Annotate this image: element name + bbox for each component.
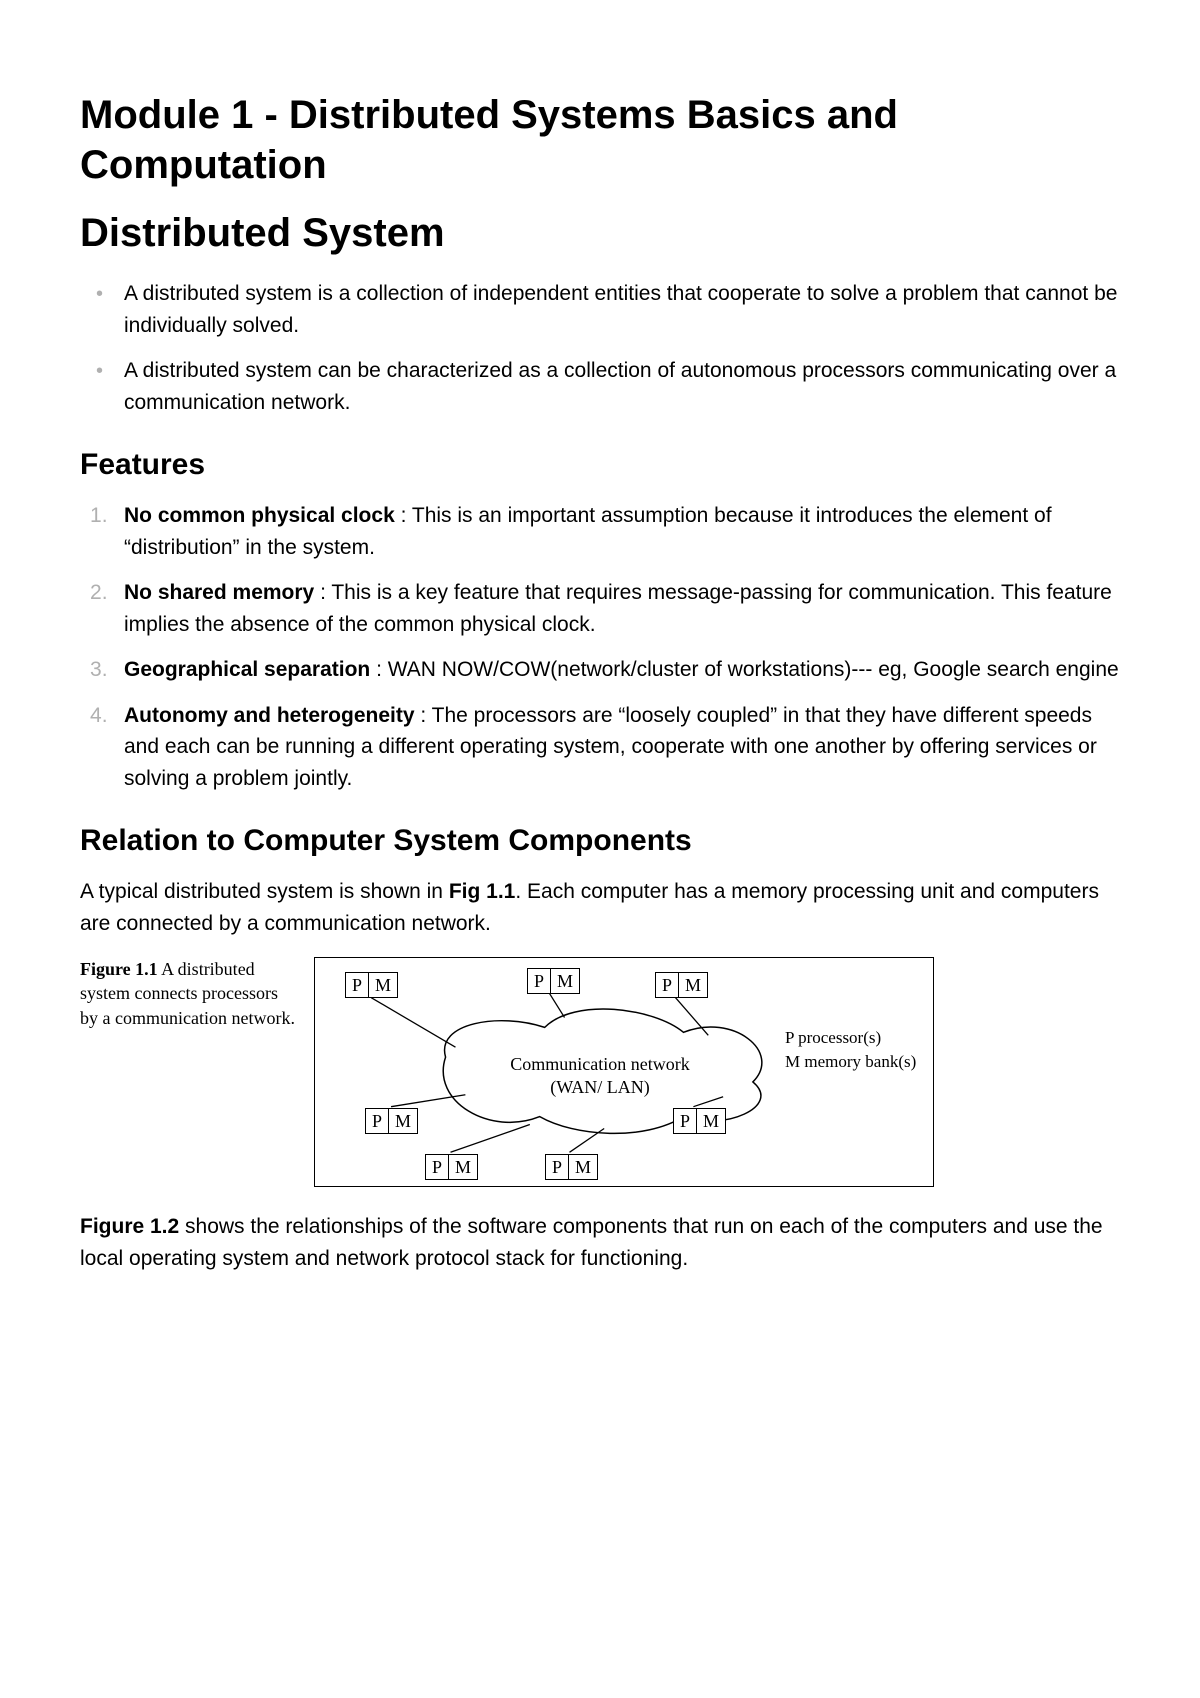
edge-line <box>391 1095 465 1107</box>
pm-node: PM <box>425 1154 478 1180</box>
section-heading-features: Features <box>80 448 1120 482</box>
feature-desc: : WAN NOW/COW(network/cluster of worksta… <box>370 658 1118 681</box>
node-label-p: P <box>656 973 679 997</box>
node-label-p: P <box>366 1109 389 1133</box>
node-label-m: M <box>449 1155 477 1179</box>
document-page: Module 1 - Distributed Systems Basics an… <box>0 0 1200 1352</box>
features-list: No common physical clock : This is an im… <box>80 500 1120 794</box>
feature-term: Autonomy and heterogeneity <box>124 704 415 727</box>
section-heading-distributed-system: Distributed System <box>80 208 1120 258</box>
list-item: No common physical clock : This is an im… <box>118 500 1120 563</box>
cloud-label-line1: Communication network <box>510 1054 689 1074</box>
figure-caption-bold: Figure 1.1 <box>80 959 158 979</box>
figure-diagram: PMPMPMPMPMPMPM Communication network (WA… <box>314 957 934 1187</box>
list-item: Autonomy and heterogeneity : The process… <box>118 700 1120 795</box>
node-label-m: M <box>697 1109 725 1133</box>
figure-1-1: Figure 1.1 A distributed system connects… <box>80 957 1120 1187</box>
list-item: A distributed system is a collection of … <box>118 278 1120 341</box>
legend-p: P processor(s) <box>785 1026 916 1050</box>
node-label-m: M <box>551 969 579 993</box>
pm-node: PM <box>345 972 398 998</box>
node-label-p: P <box>426 1155 449 1179</box>
node-label-m: M <box>389 1109 417 1133</box>
page-title: Module 1 - Distributed Systems Basics an… <box>80 90 1120 190</box>
pm-node: PM <box>655 972 708 998</box>
closing-paragraph: Figure 1.2 shows the relationships of th… <box>80 1211 1120 1274</box>
text-run: A typical distributed system is shown in <box>80 880 449 903</box>
node-label-p: P <box>528 969 551 993</box>
legend-m: M memory bank(s) <box>785 1050 916 1074</box>
cloud-label: Communication network (WAN/ LAN) <box>500 1053 700 1100</box>
section-heading-relation: Relation to Computer System Components <box>80 824 1120 858</box>
pm-node: PM <box>673 1108 726 1134</box>
edge-line <box>371 998 455 1048</box>
list-item: Geographical separation : WAN NOW/COW(ne… <box>118 654 1120 686</box>
node-label-p: P <box>674 1109 697 1133</box>
node-label-m: M <box>369 973 397 997</box>
cloud-label-line2: (WAN/ LAN) <box>550 1077 649 1097</box>
feature-term: No shared memory <box>124 581 314 604</box>
node-label-p: P <box>546 1155 569 1179</box>
pm-node: PM <box>365 1108 418 1134</box>
edge-line <box>451 1125 530 1153</box>
list-item: A distributed system can be characterize… <box>118 355 1120 418</box>
text-run-bold: Fig 1.1 <box>449 880 516 903</box>
feature-term: Geographical separation <box>124 658 370 681</box>
node-label-m: M <box>569 1155 597 1179</box>
text-run-bold: Figure 1.2 <box>80 1215 179 1238</box>
list-item: No shared memory : This is a key feature… <box>118 577 1120 640</box>
intro-bullet-list: A distributed system is a collection of … <box>80 278 1120 418</box>
figure-caption: Figure 1.1 A distributed system connects… <box>80 957 300 1030</box>
pm-node: PM <box>545 1154 598 1180</box>
relation-paragraph: A typical distributed system is shown in… <box>80 876 1120 939</box>
node-label-p: P <box>346 973 369 997</box>
figure-legend: P processor(s) M memory bank(s) <box>785 1026 916 1074</box>
pm-node: PM <box>527 968 580 994</box>
edge-line <box>550 994 565 1018</box>
node-label-m: M <box>679 973 707 997</box>
text-run: shows the relationships of the software … <box>80 1215 1103 1270</box>
feature-term: No common physical clock <box>124 504 395 527</box>
